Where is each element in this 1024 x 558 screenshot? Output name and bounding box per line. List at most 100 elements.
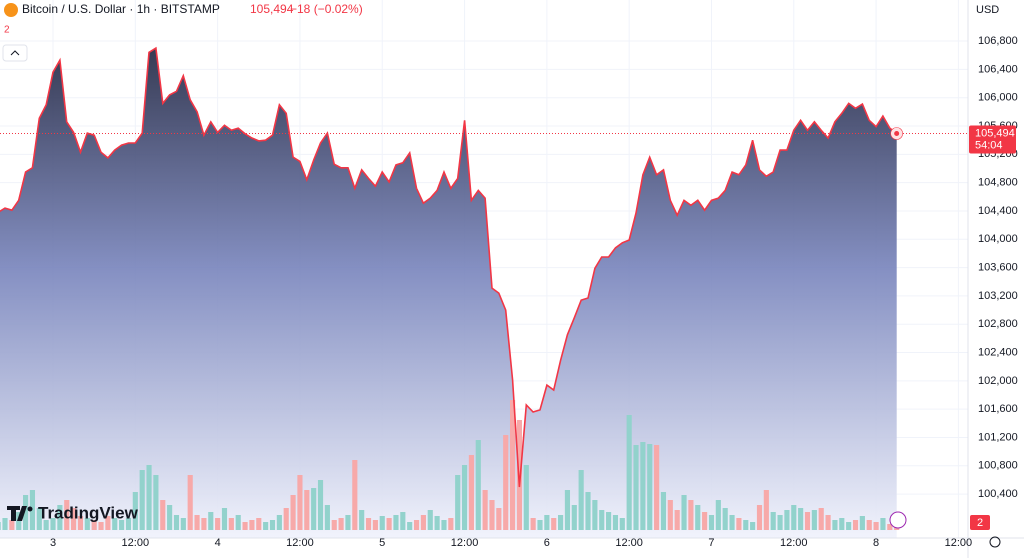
- volume-bar: [660, 492, 667, 530]
- volume-bar: [0, 522, 1, 530]
- volume-bar: [818, 508, 824, 530]
- volume-bar: [71, 508, 77, 530]
- volume-bar: [173, 515, 180, 530]
- volume-bar: [729, 515, 735, 530]
- volume-bar: [119, 520, 125, 530]
- volume-bar: [235, 515, 241, 530]
- volume-bar: [365, 518, 372, 530]
- logo-icon: [7, 506, 27, 521]
- volume-bar: [606, 512, 612, 530]
- volume-bar: [160, 500, 166, 530]
- y-tick-label: 102,800: [978, 318, 1018, 330]
- x-tick-label: 7: [708, 537, 714, 549]
- volume-bar: [530, 518, 536, 530]
- volume-bar: [283, 508, 289, 530]
- volume-bar: [372, 520, 378, 530]
- volume-bar: [544, 515, 550, 530]
- volume-bar: [626, 415, 632, 530]
- volume-bar: [461, 465, 468, 530]
- volume-bar: [750, 522, 756, 530]
- volume-bar: [777, 515, 783, 530]
- volume-bar: [146, 465, 152, 530]
- collapse-button[interactable]: [2, 44, 28, 62]
- volume-bar: [455, 475, 461, 530]
- volume-bar: [29, 490, 36, 530]
- volume-bar: [420, 515, 426, 530]
- y-tick-label: 104,000: [978, 233, 1018, 245]
- symbol-title: Bitcoin / U.S. Dollar · 1h · BITSTAMP: [22, 2, 220, 16]
- volume-bar: [393, 515, 399, 530]
- volume-bar: [880, 518, 886, 530]
- volume-bar: [681, 495, 687, 530]
- volume-bar: [290, 495, 296, 530]
- volume-bar: [585, 492, 591, 530]
- volume-bar: [736, 518, 742, 530]
- x-tick-label: 12:00: [122, 537, 150, 549]
- volume-bar: [578, 470, 584, 530]
- volume-bar: [599, 510, 605, 530]
- volume-bar: [98, 522, 104, 530]
- volume-bar: [352, 460, 358, 530]
- volume-bar: [564, 490, 571, 530]
- volume-bar: [640, 442, 646, 530]
- volume-bar: [91, 520, 97, 530]
- volume-bar: [297, 475, 303, 530]
- ai-button[interactable]: [889, 511, 907, 529]
- volume-bar: [249, 520, 255, 530]
- x-tick-label: 3: [50, 537, 56, 549]
- volume-bar: [256, 518, 262, 530]
- volume-bar: [276, 515, 282, 530]
- volume-bar: [50, 518, 56, 530]
- x-tick-label: 5: [379, 537, 385, 549]
- y-tick-label: 102,000: [978, 375, 1018, 387]
- x-tick-label: 12:00: [780, 537, 808, 549]
- y-tick-label: 103,600: [978, 261, 1018, 273]
- volume-bar: [763, 490, 769, 530]
- volume-bar: [647, 444, 653, 530]
- alert-badge[interactable]: [970, 515, 990, 530]
- price-tag: [969, 125, 1016, 154]
- volume-bar: [537, 520, 543, 530]
- volume-bar: [756, 505, 763, 530]
- volume-bar: [695, 505, 701, 530]
- volume-bar: [57, 505, 63, 530]
- volume-bar: [523, 465, 529, 530]
- volume-bar: [722, 508, 728, 530]
- price-tag-countdown: 54:04: [975, 139, 1003, 151]
- header-price: 105,494: [250, 2, 294, 16]
- x-tick-label: 4: [215, 537, 221, 549]
- volume-bar: [688, 500, 694, 530]
- volume-bar: [221, 508, 228, 530]
- volume-bar: [317, 480, 324, 530]
- x-tick-label: 12:00: [615, 537, 643, 549]
- currency-label: USD: [976, 4, 999, 16]
- volume-bar: [23, 495, 29, 530]
- volume-bar: [448, 518, 454, 530]
- volume-bar: [509, 400, 516, 530]
- bitcoin-icon: [4, 3, 18, 17]
- volume-bar: [804, 512, 811, 530]
- volume-bar: [715, 500, 721, 530]
- price-tag-value: 105,494: [975, 127, 1015, 139]
- volume-bar: [269, 520, 276, 530]
- volume-bar: [215, 518, 221, 530]
- volume-bar: [105, 516, 111, 530]
- volume-bar: [345, 515, 351, 530]
- volume-bar: [112, 518, 118, 530]
- y-tick-label: 104,400: [978, 205, 1018, 217]
- volume-bar: [359, 510, 365, 530]
- volume-bar: [201, 518, 207, 530]
- y-tick-label: 100,800: [978, 460, 1018, 472]
- price-area: [0, 48, 897, 538]
- volume-bar: [9, 520, 15, 530]
- volume-bar: [311, 488, 317, 530]
- y-tick-label: 100,400: [978, 488, 1018, 500]
- settings-icon[interactable]: [989, 536, 1001, 548]
- y-tick-label: 106,000: [978, 92, 1018, 104]
- y-tick-label: 104,800: [978, 177, 1018, 189]
- brand-logo: TradingView: [7, 503, 139, 522]
- volume-bar: [743, 520, 749, 530]
- volume-bar: [482, 490, 488, 530]
- volume-bar: [208, 512, 214, 530]
- volume-bar: [324, 505, 330, 530]
